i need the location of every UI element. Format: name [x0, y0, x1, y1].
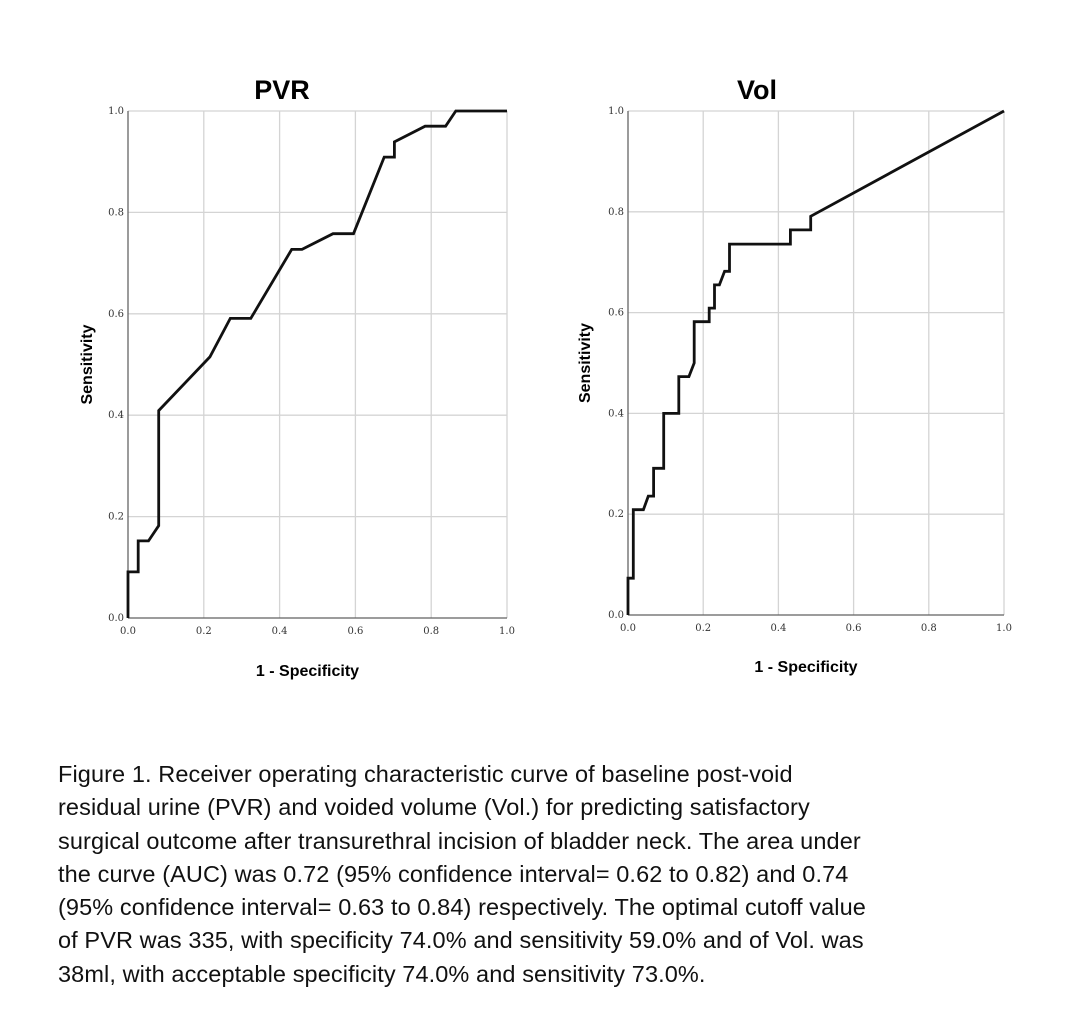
x-tick-label: 0.4	[770, 623, 786, 634]
y-tick-label: 1.0	[108, 106, 124, 117]
caption-line: Figure 1. Receiver operating characteris…	[58, 761, 793, 787]
x-tick-label: 0.8	[921, 623, 937, 634]
roc-curve-line	[626, 109, 1005, 615]
pvr-chart: 0.0 0.2 0.4 0.6 0.8 1.0 0.0 0.2 0.4 0.6 0.8 1.0 PVR 1…	[79, 75, 515, 680]
y-tick-label: 0.6	[608, 308, 624, 319]
x-tick-label: 0.0	[620, 623, 636, 634]
caption-line: surgical outcome after transurethral inc…	[58, 827, 861, 854]
y-tick-label: 0.2	[608, 509, 624, 520]
figure-caption: Figure 1. Receiver operating characteris…	[58, 758, 1048, 991]
x-tick-label: 1.0	[996, 623, 1012, 634]
x-tick-label: 0.2	[695, 623, 711, 634]
chart-title: PVR	[254, 75, 310, 105]
roc-curve-line	[126, 109, 507, 618]
caption-line: (95% confidence interval= 0.63 to 0.84) …	[58, 894, 866, 921]
x-axis-title: 1 - Specificity	[754, 659, 857, 676]
y-tick-label: 0.0	[608, 610, 624, 621]
x-tick-label: 1.0	[499, 626, 515, 637]
x-axis-title: 1 - Specificity	[256, 663, 359, 680]
x-tick-label: 0.6	[846, 623, 862, 634]
caption-line: 38ml, with acceptable specificity 74.0% …	[58, 960, 706, 987]
x-tick-label: 0.4	[272, 626, 288, 637]
chart-title: Vol	[737, 75, 777, 105]
y-tick-label: 0.6	[108, 309, 124, 320]
y-tick-label: 0.0	[108, 613, 124, 624]
y-tick-label: 0.4	[108, 410, 124, 421]
x-tick-label: 0.8	[423, 626, 439, 637]
x-tick-label: 0.0	[120, 626, 136, 637]
y-tick-label: 0.2	[108, 512, 124, 523]
y-tick-label: 1.0	[608, 106, 624, 117]
y-tick-label: 0.8	[108, 207, 124, 218]
caption-line: residual urine (PVR) and voided volume (…	[58, 794, 810, 821]
vol-chart: 0.0 0.2 0.4 0.6 0.8 1.0 0.0 0.2 0.4 0.6 0.8 1.0 Vol 1…	[577, 75, 1012, 676]
y-axis-title: Sensitivity	[577, 323, 594, 403]
caption-line: the curve (AUC) was 0.72 (95% confidence…	[58, 860, 849, 887]
y-axis-title: Sensitivity	[79, 324, 96, 404]
x-tick-label: 0.6	[347, 626, 363, 637]
y-tick-label: 0.4	[608, 408, 624, 419]
caption-line: of PVR was 335, with specificity 74.0% a…	[58, 927, 864, 954]
roc-figure: 0.0 0.2 0.4 0.6 0.8 1.0 0.0 0.2 0.4 0.6 0.8 1.0 PVR 1…	[79, 75, 1012, 680]
x-tick-label: 0.2	[196, 626, 212, 637]
y-tick-label: 0.8	[608, 207, 624, 218]
